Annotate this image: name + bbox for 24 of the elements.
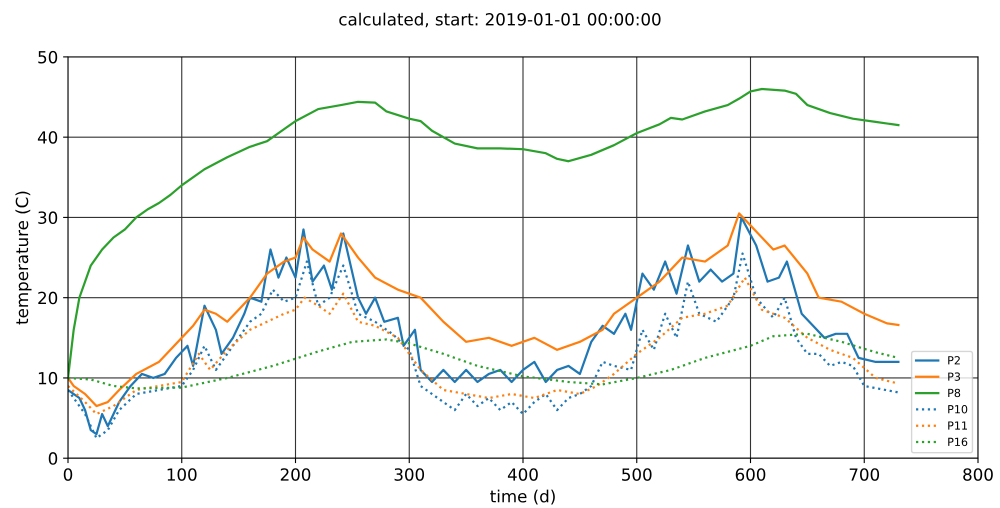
x-tick-label: 700 bbox=[850, 468, 880, 481]
legend-label: P3 bbox=[948, 372, 960, 381]
y-tick-label: 30 bbox=[38, 211, 58, 224]
x-tick-label: 500 bbox=[622, 468, 652, 481]
y-axis-title: temperature (C) bbox=[15, 192, 32, 324]
legend-label: P8 bbox=[948, 388, 960, 398]
chart-title: calculated, start: 2019-01-01 00:00:00 bbox=[339, 12, 661, 28]
legend-label: P2 bbox=[948, 356, 960, 364]
y-tick-label: 40 bbox=[38, 131, 58, 144]
legend-label: P11 bbox=[948, 421, 967, 430]
x-tick-label: 600 bbox=[736, 468, 766, 481]
y-tick-label: 20 bbox=[38, 292, 58, 304]
x-axis-title: time (d) bbox=[490, 490, 555, 504]
x-tick-label: 800 bbox=[963, 468, 993, 481]
x-tick-label: 200 bbox=[280, 468, 310, 481]
y-tick-label: 50 bbox=[38, 50, 58, 64]
y-tick-label: 0 bbox=[48, 452, 58, 465]
x-tick-label: 300 bbox=[394, 468, 424, 481]
legend-label: P10 bbox=[948, 405, 968, 414]
x-tick-label: 0 bbox=[64, 468, 72, 481]
y-tick-label: 10 bbox=[38, 372, 58, 385]
x-tick-label: 400 bbox=[508, 468, 538, 481]
x-tick-label: 100 bbox=[168, 468, 197, 481]
legend-label: P16 bbox=[948, 438, 968, 446]
